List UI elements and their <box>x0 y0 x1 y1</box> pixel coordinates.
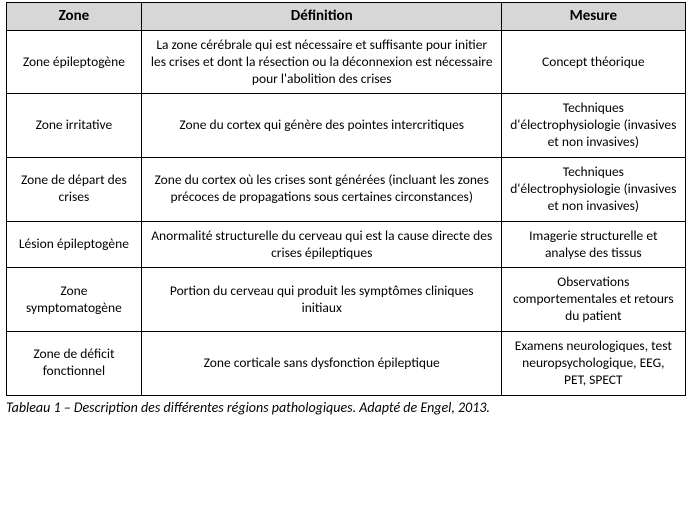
zones-table-wrapper: Zone Définition Mesure Zone épileptogène… <box>6 2 686 396</box>
cell-mesure: Examens neurologiques, test neuropsychol… <box>502 332 685 396</box>
cell-mesure: Techniques d'électrophysiologie (invasiv… <box>502 94 685 158</box>
cell-zone: Zone de départ des crises <box>6 158 142 222</box>
cell-mesure: Concept théorique <box>502 30 685 94</box>
cell-mesure: Imagerie structurelle et analyse des tis… <box>502 221 685 268</box>
zones-table: Zone Définition Mesure Zone épileptogène… <box>6 2 686 396</box>
cell-zone: Zone épileptogène <box>6 30 142 94</box>
table-row: Zone épileptogène La zone cérébrale qui … <box>6 30 685 94</box>
table-caption: Tableau 1 – Description des différentes … <box>6 399 691 416</box>
cell-zone: Zone de déficit fonctionnel <box>6 332 142 396</box>
cell-definition: Zone du cortex qui génère des pointes in… <box>142 94 502 158</box>
cell-mesure: Observations comportementales et retours… <box>502 268 685 332</box>
cell-zone: Zone irritative <box>6 94 142 158</box>
table-row: Zone de départ des crises Zone du cortex… <box>6 158 685 222</box>
cell-definition: Anormalité structurelle du cerveau qui e… <box>142 221 502 268</box>
table-row: Zone symptomatogène Portion du cerveau q… <box>6 268 685 332</box>
header-mesure: Mesure <box>502 3 685 31</box>
header-definition: Définition <box>142 3 502 31</box>
table-header-row: Zone Définition Mesure <box>6 3 685 31</box>
table-row: Zone de déficit fonctionnel Zone cortica… <box>6 332 685 396</box>
cell-zone: Zone symptomatogène <box>6 268 142 332</box>
table-row: Lésion épileptogène Anormalité structure… <box>6 221 685 268</box>
cell-definition: Zone corticale sans dysfonction épilepti… <box>142 332 502 396</box>
cell-definition: La zone cérébrale qui est nécessaire et … <box>142 30 502 94</box>
cell-zone: Lésion épileptogène <box>6 221 142 268</box>
cell-definition: Zone du cortex où les crises sont généré… <box>142 158 502 222</box>
cell-definition: Portion du cerveau qui produit les sympt… <box>142 268 502 332</box>
table-row: Zone irritative Zone du cortex qui génèr… <box>6 94 685 158</box>
header-zone: Zone <box>6 3 142 31</box>
cell-mesure: Techniques d'électrophysiologie (invasiv… <box>502 158 685 222</box>
